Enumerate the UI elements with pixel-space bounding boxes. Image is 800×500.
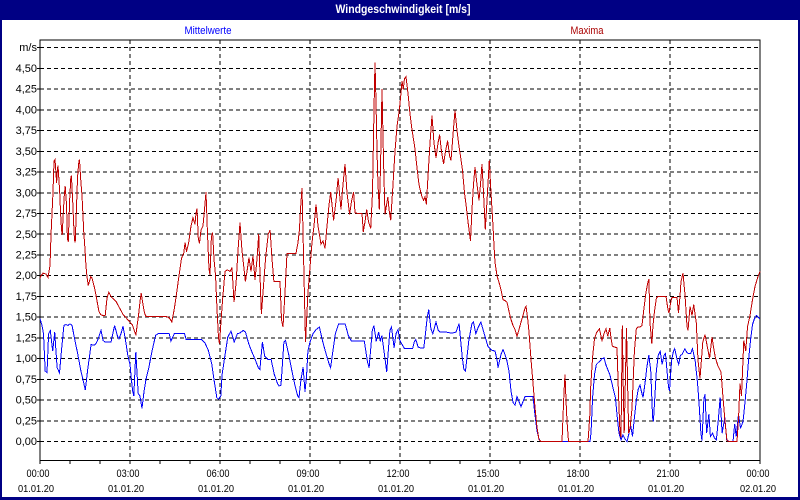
svg-text:3,50: 3,50	[16, 146, 37, 158]
svg-text:06:00: 06:00	[207, 468, 230, 480]
svg-text:00:00: 00:00	[27, 468, 50, 480]
svg-text:2,50: 2,50	[16, 229, 37, 241]
svg-text:0,75: 0,75	[16, 374, 37, 386]
svg-text:01.01.20: 01.01.20	[198, 483, 234, 495]
svg-text:01.01.20: 01.01.20	[288, 483, 324, 495]
svg-text:01.01.20: 01.01.20	[648, 483, 684, 495]
svg-text:Maxima: Maxima	[571, 25, 605, 37]
svg-text:00:00: 00:00	[747, 468, 770, 480]
svg-text:Windgeschwindigkeit [m/s]: Windgeschwindigkeit [m/s]	[336, 2, 471, 16]
svg-text:2,00: 2,00	[16, 270, 37, 282]
svg-text:2,75: 2,75	[16, 208, 37, 220]
svg-text:09:00: 09:00	[297, 468, 320, 480]
svg-text:18:00: 18:00	[567, 468, 590, 480]
svg-text:m/s: m/s	[19, 42, 37, 54]
svg-text:3,00: 3,00	[16, 187, 37, 199]
svg-text:01.01.20: 01.01.20	[558, 483, 594, 495]
svg-text:3,25: 3,25	[16, 167, 37, 179]
svg-text:1,00: 1,00	[16, 353, 37, 365]
svg-text:15:00: 15:00	[477, 468, 500, 480]
svg-text:0,50: 0,50	[16, 395, 37, 407]
svg-text:3,75: 3,75	[16, 125, 37, 137]
svg-text:0,00: 0,00	[16, 436, 37, 448]
svg-text:Mittelwerte: Mittelwerte	[185, 25, 232, 37]
svg-text:01.01.20: 01.01.20	[108, 483, 144, 495]
svg-text:1,25: 1,25	[16, 332, 37, 344]
svg-text:4,50: 4,50	[16, 63, 37, 75]
svg-text:01.01.20: 01.01.20	[378, 483, 414, 495]
svg-text:01.01.20: 01.01.20	[18, 483, 54, 495]
svg-text:01.01.20: 01.01.20	[468, 483, 504, 495]
svg-text:1,75: 1,75	[16, 291, 37, 303]
svg-text:02.01.20: 02.01.20	[740, 483, 776, 495]
svg-text:4,00: 4,00	[16, 104, 37, 116]
svg-text:12:00: 12:00	[387, 468, 410, 480]
svg-text:1,50: 1,50	[16, 312, 37, 324]
svg-text:2,25: 2,25	[16, 250, 37, 262]
svg-text:21:00: 21:00	[657, 468, 680, 480]
svg-text:4,25: 4,25	[16, 84, 37, 96]
svg-text:0,25: 0,25	[16, 415, 37, 427]
svg-text:03:00: 03:00	[117, 468, 140, 480]
